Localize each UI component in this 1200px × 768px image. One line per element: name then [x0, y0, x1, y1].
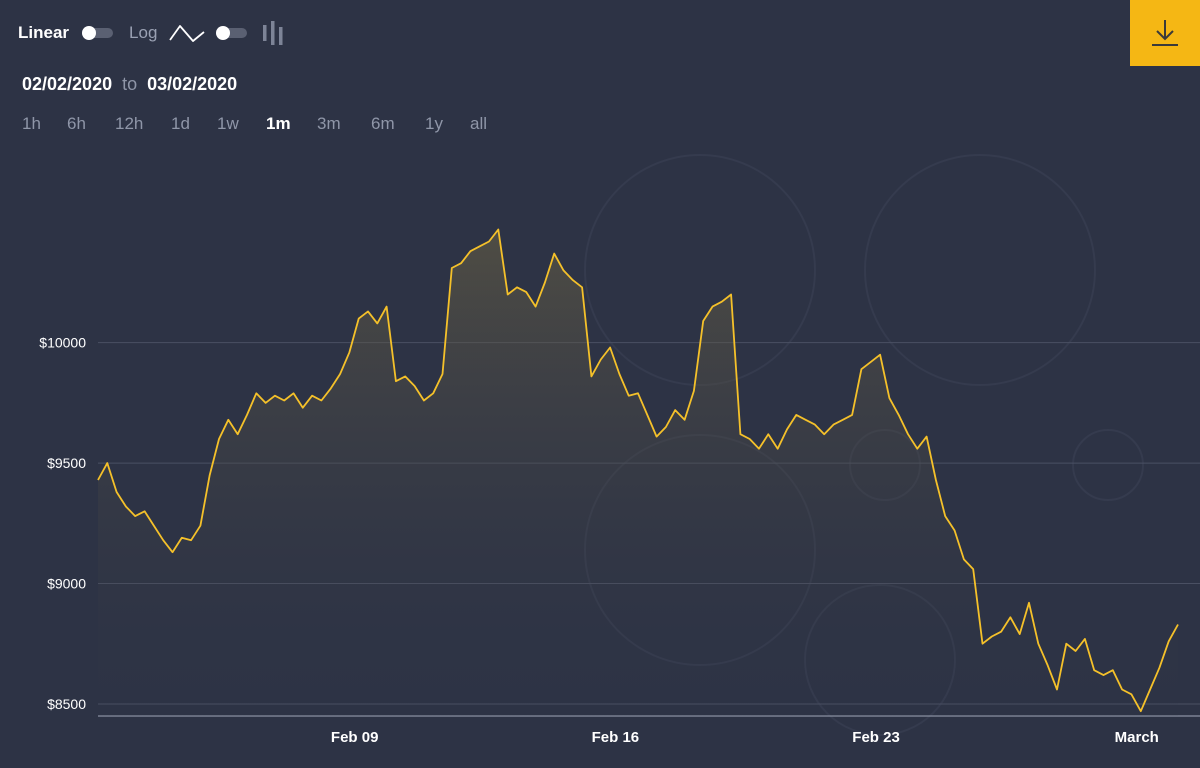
x-tick-label: Feb 09 [331, 729, 379, 746]
y-tick-label: $10000 [39, 335, 86, 351]
download-button[interactable] [1130, 0, 1200, 66]
chart-type-toggle[interactable] [216, 26, 248, 40]
y-tick-label: $9000 [47, 576, 86, 592]
range-option-6m[interactable]: 6m [371, 114, 395, 133]
date-range-separator: to [122, 74, 138, 94]
range-option-1w[interactable]: 1w [217, 114, 239, 133]
y-axis: $10000 $9500 $9000 $8500 [39, 335, 86, 712]
linear-scale-label[interactable]: Linear [18, 23, 70, 42]
date-to[interactable]: 03/02/2020 [147, 74, 238, 94]
chart-type-toggle-knob [216, 26, 231, 40]
price-area-fill [98, 229, 1178, 716]
range-option-all[interactable]: all [470, 114, 488, 133]
range-option-6h[interactable]: 6h [67, 114, 86, 133]
y-tick-label: $8500 [47, 696, 86, 712]
line-chart-icon[interactable] [169, 22, 205, 44]
range-option-12h[interactable]: 12h [115, 114, 144, 133]
scale-toggle-knob [82, 26, 97, 40]
y-tick-label: $9500 [47, 455, 86, 471]
range-option-1m[interactable]: 1m [266, 114, 291, 133]
price-line-series [97, 228, 1179, 713]
date-from[interactable]: 02/02/2020 [22, 74, 113, 94]
x-tick-label: Feb 23 [852, 729, 900, 746]
candlestick-chart-icon[interactable] [261, 19, 285, 47]
range-option-1y[interactable]: 1y [425, 114, 443, 133]
price-line [97, 228, 1179, 713]
range-option-1h[interactable]: 1h [22, 114, 41, 133]
chart-toolbar: Linear Log [18, 18, 285, 48]
range-option-1d[interactable]: 1d [171, 114, 190, 133]
date-range: 02/02/2020 to 03/02/2020 [22, 74, 237, 95]
range-option-3m[interactable]: 3m [317, 114, 341, 133]
price-area [98, 229, 1178, 716]
scale-toggle[interactable] [82, 26, 114, 40]
x-tick-label: Feb 16 [592, 729, 640, 746]
time-range-selector: 1h 6h 12h 1d 1w 1m 3m 6m 1y all [22, 114, 510, 134]
log-scale-label[interactable]: Log [129, 23, 158, 42]
x-axis: Feb 09 Feb 16 Feb 23 March [331, 729, 1159, 746]
x-tick-label: March [1115, 729, 1159, 746]
download-icon [1152, 20, 1178, 46]
